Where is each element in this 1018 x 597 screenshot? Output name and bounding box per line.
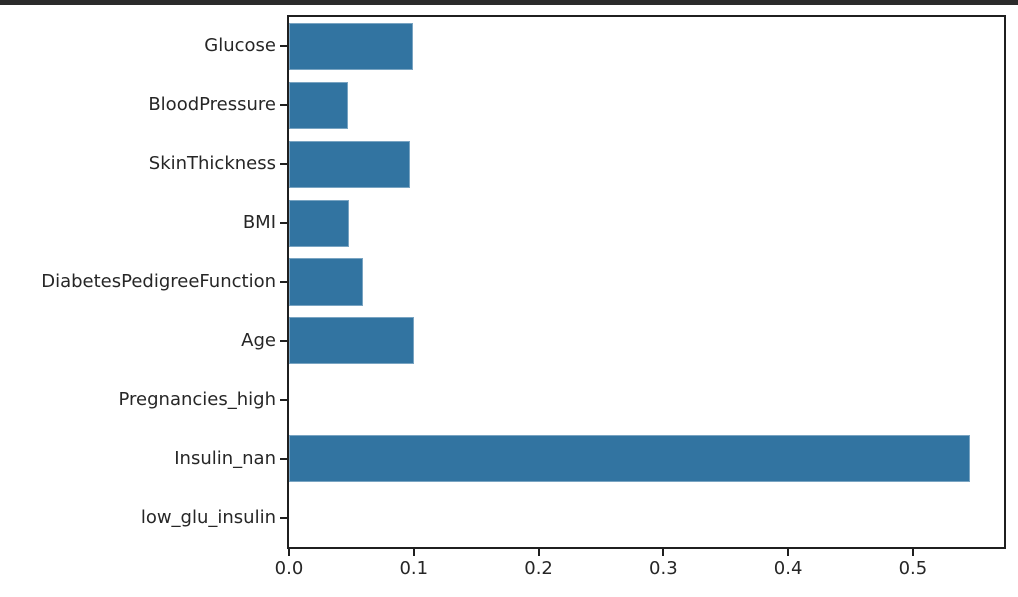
x-axis-tick-label: 0.2 xyxy=(524,558,553,579)
y-axis-label: Age xyxy=(241,329,276,351)
x-axis-tick-label: 0.1 xyxy=(399,558,429,579)
y-axis-label: Glucose xyxy=(204,35,276,57)
bar-age xyxy=(289,317,414,365)
y-tick-mark xyxy=(280,163,287,166)
y-tick-mark xyxy=(280,398,287,401)
plot-area: Glucose BloodPressure SkinThickness BMI Diab… xyxy=(41,15,1006,578)
x-tick-mark xyxy=(537,549,540,556)
x-axis-tick-label: 0.0 xyxy=(274,558,304,579)
x-axis-tick-label: 0.5 xyxy=(898,558,928,579)
x-axis-tick-label: 0.4 xyxy=(773,558,803,579)
y-axis-label: BloodPressure xyxy=(148,94,276,116)
y-axis-label: Insulin_nan xyxy=(174,447,276,469)
y-axis-label: DiabetesPedigreeFunction xyxy=(41,271,276,292)
y-tick-mark xyxy=(280,516,287,519)
x-tick-mark xyxy=(288,549,290,556)
bar-bmi xyxy=(289,199,349,247)
x-tick-mark xyxy=(412,549,415,556)
y-axis-label: SkinThickness xyxy=(148,153,276,175)
bar-glucose xyxy=(289,22,413,70)
y-tick-mark xyxy=(280,457,287,460)
x-tick-mark xyxy=(787,549,790,556)
bar-bloodpressure xyxy=(289,81,348,129)
y-axis-label: low_glu_insulin xyxy=(140,506,276,528)
y-axis-label: BMI xyxy=(242,212,276,234)
x-tick-mark xyxy=(662,549,665,556)
bar-skinthickness xyxy=(289,140,411,188)
window-top-edge xyxy=(0,0,1018,5)
y-axis-label: Pregnancies_high xyxy=(118,388,276,410)
bar-diabetespedigreefunction xyxy=(289,258,363,306)
y-tick-mark xyxy=(280,104,287,107)
x-axis-tick-label: 0.3 xyxy=(649,558,678,579)
y-tick-mark xyxy=(280,339,287,342)
y-tick-mark xyxy=(280,222,287,225)
y-tick-mark xyxy=(280,45,287,48)
bar-insulin-nan xyxy=(289,435,971,483)
y-tick-mark xyxy=(280,281,287,283)
x-tick-mark xyxy=(911,549,914,556)
